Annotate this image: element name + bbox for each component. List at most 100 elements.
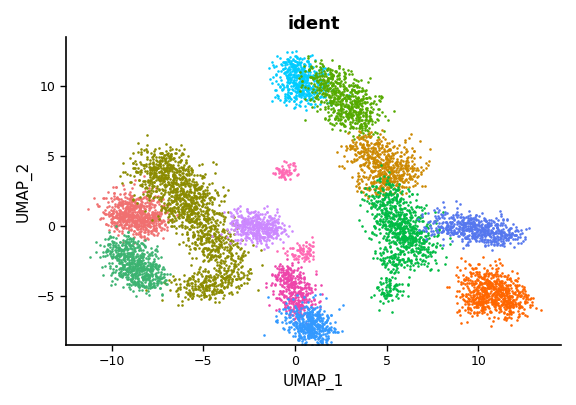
Point xyxy=(260,233,270,240)
Point xyxy=(136,258,145,264)
Point xyxy=(315,60,324,67)
Point xyxy=(171,230,180,236)
Point xyxy=(382,175,392,181)
Point xyxy=(208,289,217,295)
Point xyxy=(294,314,303,320)
Point xyxy=(310,74,320,81)
Point xyxy=(178,191,187,198)
Point xyxy=(311,268,320,274)
Point xyxy=(125,217,134,224)
Point xyxy=(406,258,415,264)
Point xyxy=(478,293,487,299)
Point xyxy=(186,197,195,203)
Point xyxy=(294,241,304,248)
Point xyxy=(289,79,298,85)
Point xyxy=(385,190,394,196)
Point xyxy=(323,323,332,330)
Point xyxy=(184,203,194,209)
Point xyxy=(377,175,386,182)
Point xyxy=(329,71,338,78)
Point xyxy=(149,152,158,159)
Point xyxy=(502,304,511,310)
Point xyxy=(168,211,177,218)
Point xyxy=(386,226,395,233)
Point xyxy=(123,203,132,210)
Point xyxy=(176,222,185,228)
Point xyxy=(484,231,494,237)
Point xyxy=(183,277,192,284)
Point xyxy=(137,271,146,277)
Point xyxy=(357,128,366,135)
Point xyxy=(365,117,374,123)
Point xyxy=(462,219,471,226)
Point xyxy=(483,242,492,249)
Point xyxy=(299,276,308,282)
Point xyxy=(366,205,376,211)
Point xyxy=(105,251,115,258)
Point xyxy=(329,324,339,331)
Point xyxy=(138,217,147,224)
Point xyxy=(103,241,112,248)
Point xyxy=(252,233,261,240)
Point xyxy=(357,189,366,195)
Point xyxy=(191,187,200,193)
Point xyxy=(133,252,142,259)
Point xyxy=(187,205,196,212)
Point xyxy=(286,281,295,287)
Point xyxy=(294,65,303,72)
Point xyxy=(418,207,427,213)
Point xyxy=(507,225,516,231)
Point xyxy=(361,156,370,162)
Point xyxy=(445,222,454,229)
Point xyxy=(506,300,515,307)
Point xyxy=(144,227,153,233)
Point xyxy=(148,163,157,170)
Point xyxy=(503,295,512,301)
Point xyxy=(111,183,120,190)
Point xyxy=(133,202,142,209)
Point xyxy=(289,66,298,73)
Point xyxy=(264,229,274,236)
Point xyxy=(317,66,326,72)
Point xyxy=(216,277,225,283)
Point xyxy=(142,203,151,209)
Point xyxy=(262,224,271,231)
Point xyxy=(395,160,404,166)
Point xyxy=(168,173,177,179)
Point xyxy=(386,153,395,159)
Point xyxy=(498,233,507,240)
Point xyxy=(298,336,308,343)
Point xyxy=(376,93,385,100)
Point xyxy=(171,179,180,185)
Point xyxy=(289,320,298,327)
Point xyxy=(400,237,409,243)
Point xyxy=(392,159,401,165)
Point xyxy=(485,284,494,291)
Point xyxy=(187,207,196,213)
Point xyxy=(360,88,369,94)
Point xyxy=(165,188,175,195)
Point xyxy=(140,213,149,220)
Point xyxy=(130,273,139,279)
Point xyxy=(329,79,338,86)
Point xyxy=(162,176,171,182)
Point xyxy=(512,235,521,242)
Point xyxy=(276,309,286,316)
Point xyxy=(263,231,272,237)
Point xyxy=(115,244,124,251)
Point xyxy=(372,183,381,190)
Point xyxy=(292,66,301,73)
Point xyxy=(482,298,491,305)
Point xyxy=(272,274,282,280)
Point xyxy=(369,180,378,186)
Point xyxy=(262,236,271,242)
Point xyxy=(132,243,142,250)
Point xyxy=(402,236,411,242)
Point xyxy=(251,232,260,238)
Point xyxy=(406,130,415,137)
Point xyxy=(189,219,198,225)
Point xyxy=(288,315,297,322)
Point xyxy=(282,275,291,281)
Point xyxy=(298,251,307,257)
Point xyxy=(456,219,465,226)
